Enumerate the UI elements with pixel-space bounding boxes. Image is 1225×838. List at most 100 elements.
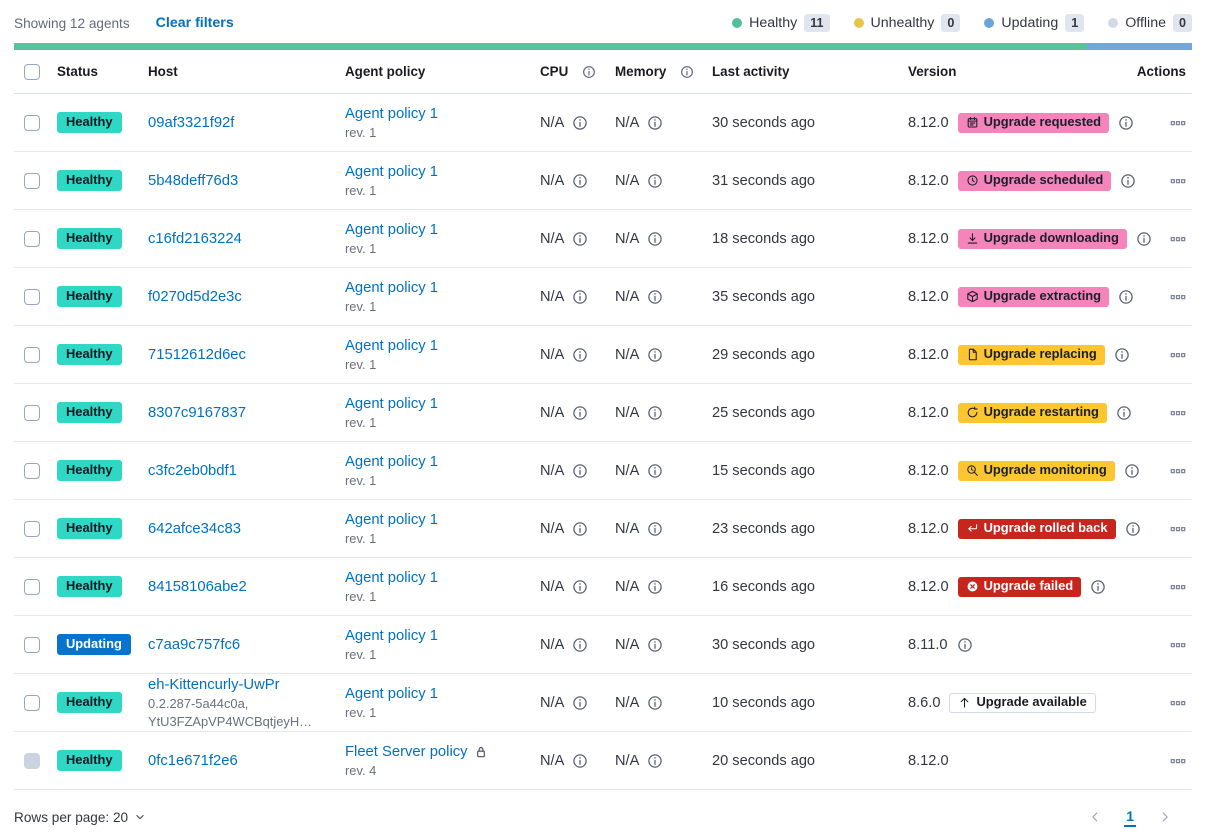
policy-link[interactable]: Agent policy 1 xyxy=(345,163,438,180)
memory-value: N/A xyxy=(615,694,640,711)
info-icon[interactable] xyxy=(572,289,588,305)
policy-link[interactable]: Agent policy 1 xyxy=(345,279,438,296)
info-icon[interactable] xyxy=(572,115,588,131)
host-link[interactable]: c16fd2163224 xyxy=(148,230,242,247)
policy-link[interactable]: Agent policy 1 xyxy=(345,453,438,470)
row-checkbox[interactable] xyxy=(24,288,40,305)
row-actions-button[interactable] xyxy=(1170,637,1186,653)
row-actions-button[interactable] xyxy=(1170,173,1186,189)
info-icon[interactable] xyxy=(647,173,663,189)
host-link[interactable]: eh-Kittencurly-UwPr xyxy=(148,676,280,693)
policy-link[interactable]: Agent policy 1 xyxy=(345,627,438,644)
info-icon[interactable] xyxy=(572,405,588,421)
row-actions-button[interactable] xyxy=(1170,289,1186,305)
policy-link[interactable]: Fleet Server policy xyxy=(345,743,468,760)
info-icon[interactable] xyxy=(572,231,588,247)
info-icon[interactable] xyxy=(647,463,663,479)
row-checkbox[interactable] xyxy=(24,230,40,247)
host-link[interactable]: 8307c9167837 xyxy=(148,404,246,421)
upgrade-status-label: Upgrade scheduled xyxy=(983,172,1104,188)
info-icon[interactable] xyxy=(647,521,663,537)
last-activity-value: 35 seconds ago xyxy=(712,288,816,305)
host-link[interactable]: f0270d5d2e3c xyxy=(148,288,242,305)
policy-link[interactable]: Agent policy 1 xyxy=(345,105,438,122)
policy-revision: rev. 1 xyxy=(345,182,377,198)
info-icon[interactable] xyxy=(1120,173,1136,189)
info-icon[interactable] xyxy=(647,289,663,305)
row-checkbox[interactable] xyxy=(24,346,40,363)
info-icon[interactable] xyxy=(1114,347,1130,363)
row-checkbox[interactable] xyxy=(24,462,40,479)
last-activity-value: 16 seconds ago xyxy=(712,578,816,595)
host-link[interactable]: 642afce34c83 xyxy=(148,520,241,537)
memory-value: N/A xyxy=(615,172,640,189)
host-link[interactable]: 84158106abe2 xyxy=(148,578,247,595)
chevron-left-icon[interactable] xyxy=(1088,810,1102,824)
rows-per-page-button[interactable]: Rows per page: 20 xyxy=(14,810,146,825)
info-icon[interactable] xyxy=(572,579,588,595)
host-link[interactable]: c3fc2eb0bdf1 xyxy=(148,462,237,479)
row-checkbox[interactable] xyxy=(24,404,40,421)
row-actions-button[interactable] xyxy=(1170,231,1186,247)
row-actions-button[interactable] xyxy=(1170,463,1186,479)
info-icon[interactable] xyxy=(582,65,596,79)
host-link[interactable]: 5b48deff76d3 xyxy=(148,172,239,189)
info-icon[interactable] xyxy=(957,637,973,653)
policy-link[interactable]: Agent policy 1 xyxy=(345,221,438,238)
info-icon[interactable] xyxy=(647,231,663,247)
policy-link[interactable]: Agent policy 1 xyxy=(345,511,438,528)
host-link[interactable]: 0fc1e671f2e6 xyxy=(148,752,238,769)
info-icon[interactable] xyxy=(1124,463,1140,479)
info-icon[interactable] xyxy=(647,579,663,595)
row-checkbox[interactable] xyxy=(24,694,40,711)
row-checkbox[interactable] xyxy=(24,636,40,653)
info-icon[interactable] xyxy=(572,695,588,711)
host-link[interactable]: 71512612d6ec xyxy=(148,346,246,363)
info-icon[interactable] xyxy=(647,753,663,769)
policy-link[interactable]: Agent policy 1 xyxy=(345,395,438,412)
info-icon[interactable] xyxy=(572,347,588,363)
row-checkbox[interactable] xyxy=(24,578,40,595)
info-icon[interactable] xyxy=(572,521,588,537)
info-icon[interactable] xyxy=(1116,405,1132,421)
select-all-checkbox[interactable] xyxy=(24,63,40,80)
row-checkbox[interactable] xyxy=(24,172,40,189)
version-value: 8.12.0 xyxy=(908,520,949,537)
row-actions-button[interactable] xyxy=(1170,695,1186,711)
info-icon[interactable] xyxy=(647,347,663,363)
info-icon[interactable] xyxy=(1136,231,1152,247)
info-icon[interactable] xyxy=(647,115,663,131)
info-icon[interactable] xyxy=(572,753,588,769)
info-icon[interactable] xyxy=(680,65,694,79)
host-link[interactable]: 09af3321f92f xyxy=(148,114,235,131)
upgrade-status-badge: Upgrade restarting xyxy=(957,402,1107,423)
info-icon[interactable] xyxy=(647,637,663,653)
info-icon[interactable] xyxy=(1090,579,1106,595)
info-icon[interactable] xyxy=(572,173,588,189)
info-icon[interactable] xyxy=(572,463,588,479)
info-icon[interactable] xyxy=(572,637,588,653)
row-actions-button[interactable] xyxy=(1170,347,1186,363)
row-actions-button[interactable] xyxy=(1170,579,1186,595)
status-badge: Healthy xyxy=(57,112,122,133)
row-actions-button[interactable] xyxy=(1170,753,1186,769)
clear-filters-link[interactable]: Clear filters xyxy=(155,15,234,31)
policy-link[interactable]: Agent policy 1 xyxy=(345,337,438,354)
page-1-button[interactable]: 1 xyxy=(1124,807,1136,827)
policy-link[interactable]: Agent policy 1 xyxy=(345,685,438,702)
policy-link[interactable]: Agent policy 1 xyxy=(345,569,438,586)
chevron-right-icon[interactable] xyxy=(1158,810,1172,824)
info-icon[interactable] xyxy=(1118,115,1134,131)
info-icon[interactable] xyxy=(647,695,663,711)
col-header-version: Version xyxy=(908,64,957,79)
row-checkbox[interactable] xyxy=(24,520,40,537)
info-icon[interactable] xyxy=(647,405,663,421)
row-actions-button[interactable] xyxy=(1170,521,1186,537)
info-icon[interactable] xyxy=(1125,521,1141,537)
host-subtext: YtU3FZApVP4WCBqtjeyH… xyxy=(148,713,313,729)
row-actions-button[interactable] xyxy=(1170,115,1186,131)
info-icon[interactable] xyxy=(1118,289,1134,305)
row-actions-button[interactable] xyxy=(1170,405,1186,421)
host-link[interactable]: c7aa9c757fc6 xyxy=(148,636,241,653)
row-checkbox[interactable] xyxy=(24,114,40,131)
